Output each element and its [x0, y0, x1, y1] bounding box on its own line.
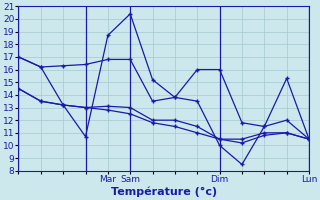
X-axis label: Température (°c): Température (°c): [111, 187, 217, 197]
